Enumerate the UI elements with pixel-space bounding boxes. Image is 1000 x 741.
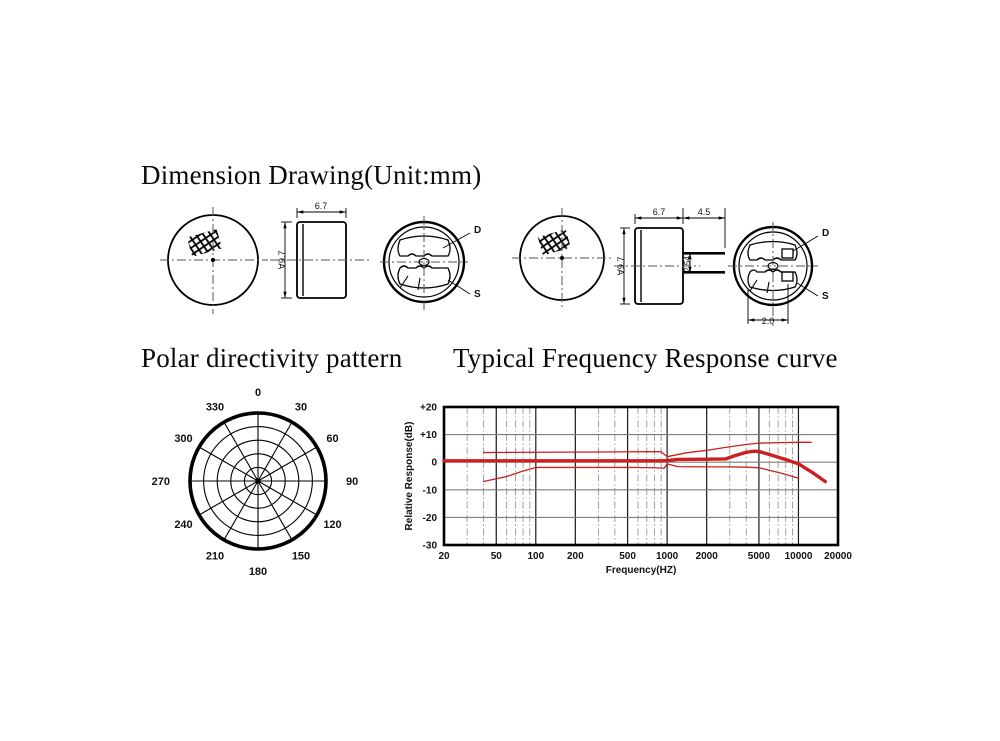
center-dot-2 (560, 256, 564, 260)
terminal-pad-lower (397, 265, 451, 289)
polar-grid-spoke (223, 421, 259, 482)
page-title-frequency-response: Typical Frequency Response curve (453, 343, 838, 373)
dim-label-6-7-b: 6.7 (653, 207, 666, 217)
x-tick-label-1000: 1000 (656, 551, 679, 562)
solder-pad-s (781, 271, 794, 282)
dim-label-2-0: 2.0 (762, 316, 775, 326)
polar-angle-label-270: 270 (152, 476, 170, 488)
x-tick-label-10000: 10000 (785, 551, 813, 562)
x-axis-label: Frequency(HZ) (606, 565, 677, 576)
dimension-view-side-1: 6.7 ∀9.7 (270, 201, 372, 299)
y-tick-label--10: -10 (423, 485, 438, 496)
y-tick-label-0: 0 (431, 458, 437, 469)
terminal-notch-2 (417, 277, 421, 291)
y-axis-label: Relative Response(dB) (404, 422, 415, 531)
terminal-notch-1 (399, 275, 409, 289)
x-tick-label-50: 50 (491, 551, 503, 562)
polar-angle-label-210: 210 (206, 551, 224, 563)
polar-angle-label-120: 120 (323, 519, 341, 531)
terminal-label-s: S (474, 289, 481, 300)
x-tick-label-100: 100 (527, 551, 544, 562)
polar-grid-spoke (223, 480, 259, 541)
plot-frame (442, 405, 840, 547)
polar-grid-spoke (198, 480, 259, 516)
major-gridlines-x (495, 407, 800, 545)
response-curve-upper-tolerance (482, 441, 812, 458)
terminal-notch-4 (766, 281, 770, 294)
polar-center-dot (255, 478, 261, 484)
center-boss (418, 258, 430, 266)
polar-angle-label-30: 30 (295, 402, 307, 414)
dimension-view-front-2 (512, 208, 614, 308)
leader-line-d (442, 232, 471, 249)
pin-lower (683, 271, 725, 274)
leader-line-d-2 (792, 235, 819, 252)
polar-angle-label-150: 150 (292, 551, 310, 563)
y-tick-label-+10: +10 (420, 430, 437, 441)
terminal-pad-upper-2 (747, 240, 798, 261)
response-curve-lower-tolerance (482, 463, 800, 483)
polar-grid-spoke (257, 446, 318, 482)
y-tick-label--30: -30 (423, 541, 438, 552)
polar-response-curve (188, 411, 328, 551)
polar-angle-label-180: 180 (249, 566, 267, 578)
polar-grid-spoke (257, 480, 293, 541)
x-tick-label-200: 200 (567, 551, 584, 562)
pin-upper (683, 252, 725, 255)
dim-label-4-5: 4.5 (698, 207, 711, 217)
leader-line-s-2 (796, 282, 819, 297)
dimension-view-front-1 (160, 207, 268, 314)
page-title-dimension-drawing: Dimension Drawing(Unit:mm) (141, 160, 482, 190)
y-tick-label-+20: +20 (420, 403, 437, 414)
polar-grid-spoke (198, 446, 259, 482)
polar-grid-spoke (257, 480, 318, 516)
x-tick-label-500: 500 (619, 551, 636, 562)
solder-pad-d (781, 248, 794, 259)
x-tick-label-20000: 20000 (824, 551, 852, 562)
terminal-pad-lower-2 (747, 269, 798, 292)
dim-label-2-54: 2.54 (683, 256, 692, 272)
polar-angle-label-330: 330 (206, 402, 224, 414)
terminal-pad-upper (397, 235, 451, 257)
mesh-pattern-icon-2 (537, 229, 571, 256)
x-tick-label-2000: 2000 (696, 551, 719, 562)
page-title-polar-pattern: Polar directivity pattern (141, 343, 403, 373)
dimension-view-side-2: 6.7 4.5 ∀9.7 2.54 (614, 207, 726, 305)
terminal-label-d-2: D (822, 228, 829, 239)
dim-label-6-7: 6.7 (315, 201, 328, 211)
x-tick-label-20: 20 (438, 551, 450, 562)
polar-angle-label-300: 300 (174, 433, 192, 445)
center-dot (210, 257, 216, 263)
terminal-notch-3 (749, 279, 758, 292)
response-curve-typical-response (442, 449, 827, 484)
polar-angle-label-0: 0 (255, 387, 261, 399)
terminal-label-d: D (474, 225, 481, 236)
terminal-label-s-2: S (822, 291, 829, 302)
polar-grid-spoke (257, 421, 293, 482)
x-tick-label-5000: 5000 (748, 551, 771, 562)
plot-background (444, 407, 838, 545)
y-tick-label--20: -20 (423, 513, 438, 524)
polar-angle-label-90: 90 (346, 476, 358, 488)
rear-inner-circle-2 (738, 231, 808, 301)
polar-angle-label-240: 240 (174, 519, 192, 531)
dimension-view-rear-1: D S (380, 216, 481, 310)
center-boss-2 (767, 262, 779, 270)
dimension-view-rear-2: D S 2.0 (728, 222, 829, 326)
polar-angle-label-60: 60 (326, 433, 338, 445)
leader-line-s (447, 279, 471, 295)
